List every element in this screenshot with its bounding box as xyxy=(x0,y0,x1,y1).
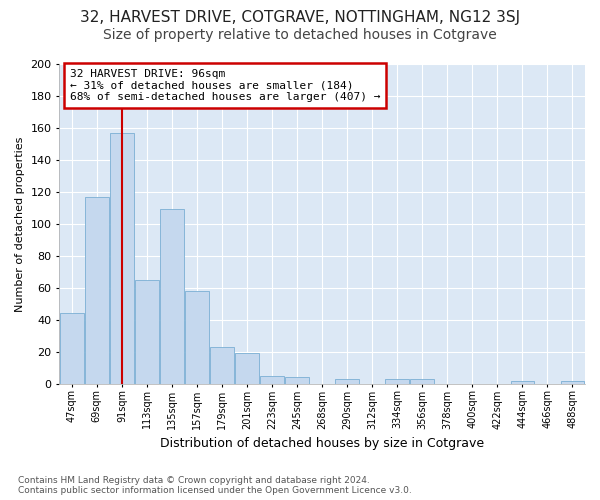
Bar xyxy=(135,280,159,384)
Text: 32 HARVEST DRIVE: 96sqm
← 31% of detached houses are smaller (184)
68% of semi-d: 32 HARVEST DRIVE: 96sqm ← 31% of detache… xyxy=(70,69,380,102)
Bar xyxy=(60,314,84,384)
Bar xyxy=(560,380,584,384)
Bar xyxy=(235,354,259,384)
Bar xyxy=(385,379,409,384)
Bar xyxy=(260,376,284,384)
Y-axis label: Number of detached properties: Number of detached properties xyxy=(15,136,25,312)
X-axis label: Distribution of detached houses by size in Cotgrave: Distribution of detached houses by size … xyxy=(160,437,484,450)
Bar xyxy=(85,196,109,384)
Bar xyxy=(511,380,535,384)
Bar xyxy=(185,291,209,384)
Bar xyxy=(210,347,234,384)
Text: Contains HM Land Registry data © Crown copyright and database right 2024.
Contai: Contains HM Land Registry data © Crown c… xyxy=(18,476,412,495)
Bar xyxy=(285,378,309,384)
Bar xyxy=(110,132,134,384)
Bar xyxy=(410,379,434,384)
Text: 32, HARVEST DRIVE, COTGRAVE, NOTTINGHAM, NG12 3SJ: 32, HARVEST DRIVE, COTGRAVE, NOTTINGHAM,… xyxy=(80,10,520,25)
Bar xyxy=(160,210,184,384)
Bar xyxy=(335,379,359,384)
Text: Size of property relative to detached houses in Cotgrave: Size of property relative to detached ho… xyxy=(103,28,497,42)
